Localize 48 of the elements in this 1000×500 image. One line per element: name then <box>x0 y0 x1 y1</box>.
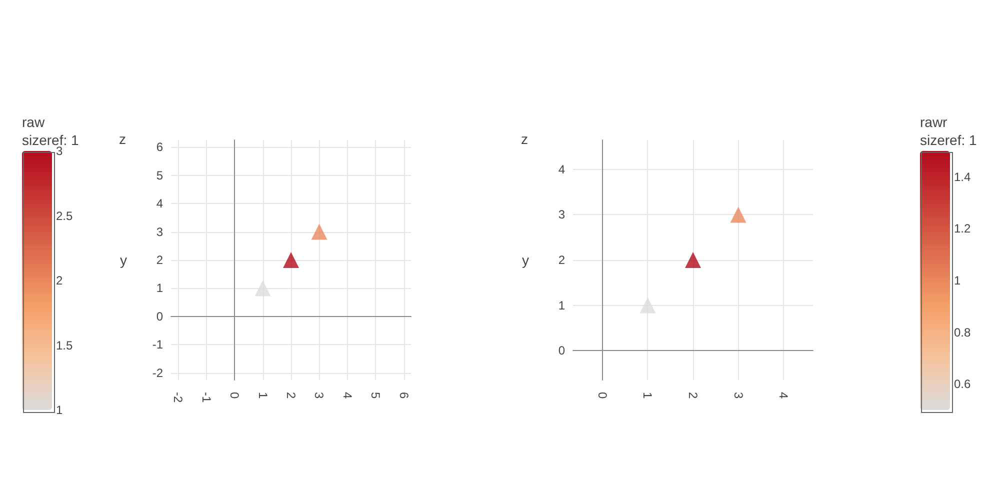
x-tick-label: 2 <box>686 392 700 399</box>
x-tick-label: 0 <box>595 392 610 399</box>
color-bar-label: 2 <box>56 274 63 288</box>
point <box>640 297 656 314</box>
x-tick-label: 1 <box>640 392 655 399</box>
color-bar-label: 0.6 <box>954 377 972 392</box>
y-tick-label: 3 <box>156 224 164 239</box>
point <box>254 280 271 296</box>
x-tick-label: -1 <box>199 392 214 403</box>
color-bar-label: 1.4 <box>954 170 972 184</box>
point <box>283 252 299 268</box>
y-tick-label: 3 <box>558 208 566 222</box>
x-tick-label: 6 <box>396 392 411 399</box>
text: z <box>119 131 126 147</box>
color-bar-label: 1.2 <box>954 222 972 236</box>
color-bar-label: 1.5 <box>56 338 74 352</box>
y-tick-label: 6 <box>156 140 164 154</box>
y-axis-title: y <box>120 252 127 268</box>
x-tick-label: 2 <box>284 392 298 399</box>
y-tick-label: 5 <box>156 168 164 182</box>
point <box>685 252 701 268</box>
y-tick-label: -2 <box>152 366 164 380</box>
x-tick-label: 3 <box>731 392 746 399</box>
color-bar-label: 1 <box>56 403 63 417</box>
y-tick-label: 2 <box>156 253 164 267</box>
color-bar-label: 2.5 <box>56 208 74 223</box>
y-tick-label: 1 <box>558 298 566 312</box>
x-tick-label: 5 <box>368 392 383 399</box>
y-tick-label: 0 <box>156 309 164 324</box>
y-axis-title: y <box>522 252 529 268</box>
color-bar-title: rawr sizeref: 1 <box>920 114 978 148</box>
x-tick-label: 4 <box>340 392 354 399</box>
point <box>730 206 746 223</box>
color-bar-label: 1 <box>954 274 961 288</box>
x-tick-label: 1 <box>256 392 270 399</box>
x-tick-label: 3 <box>312 392 326 399</box>
x-tick-label: 0 <box>228 392 242 399</box>
x-tick-label: 4 <box>776 392 791 399</box>
y-tick-label: 4 <box>558 162 566 176</box>
y-tick-label: 2 <box>558 253 566 267</box>
text: z <box>521 131 528 147</box>
y-tick-label: -1 <box>152 338 164 352</box>
y-tick-label: 0 <box>558 344 566 358</box>
y-tick-label: 1 <box>156 281 164 296</box>
color-bar-label: 0.8 <box>954 325 972 340</box>
x-tick-label: -2 <box>171 392 186 403</box>
point <box>311 224 328 240</box>
y-tick-label: 4 <box>156 196 164 211</box>
